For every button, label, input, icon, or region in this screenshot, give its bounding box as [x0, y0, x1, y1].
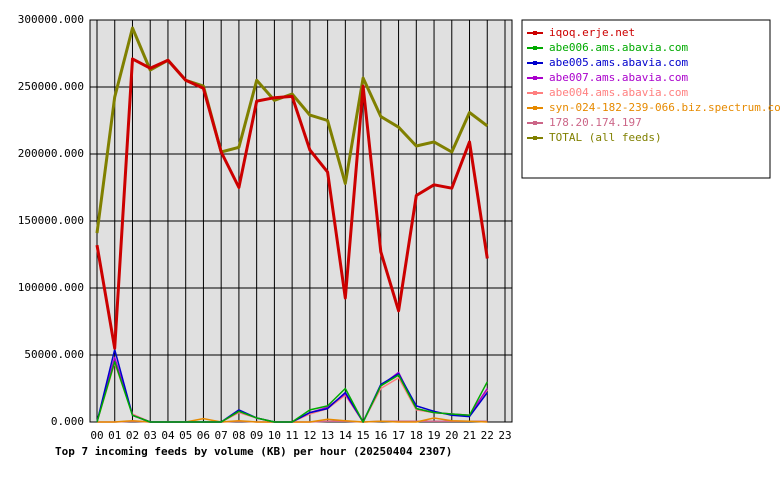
- x-tick-label: 03: [144, 429, 157, 442]
- y-tick-label: 0.000: [51, 415, 84, 428]
- legend-label: abe006.ams.abavia.com: [549, 41, 688, 54]
- x-tick-label: 13: [321, 429, 334, 442]
- legend-label: 178.20.174.197: [549, 116, 642, 129]
- legend-swatch-dot: [533, 106, 537, 110]
- x-tick-label: 15: [356, 429, 369, 442]
- legend-swatch-dot: [533, 136, 537, 140]
- x-tick-label: 12: [303, 429, 316, 442]
- y-tick-label: 50000.000: [24, 348, 84, 361]
- legend-swatch-dot: [533, 91, 537, 95]
- x-tick-label: 04: [161, 429, 175, 442]
- y-tick-label: 100000.000: [18, 281, 84, 294]
- legend-box: [521, 19, 771, 179]
- y-tick-label: 200000.000: [18, 147, 84, 160]
- x-tick-label: 16: [374, 429, 387, 442]
- x-tick-label: 07: [215, 429, 228, 442]
- x-tick-label: 23: [498, 429, 511, 442]
- series-line: [96, 360, 488, 423]
- legend-label: syn-024-182-239-066.biz.spectrum.com: [549, 101, 780, 114]
- x-tick-label: 06: [197, 429, 210, 442]
- x-tick-label: 20: [445, 429, 458, 442]
- legend-swatch-dot: [533, 46, 537, 50]
- x-tick-label: 09: [250, 429, 263, 442]
- legend-label: abe007.ams.abavia.com: [549, 71, 688, 84]
- legend-swatch-dot: [533, 76, 537, 80]
- legend-label: TOTAL (all feeds): [549, 131, 662, 144]
- x-tick-label: 01: [108, 429, 121, 442]
- x-tick-label: 00: [90, 429, 103, 442]
- legend-swatch-dot: [533, 31, 537, 35]
- x-tick-label: 11: [286, 429, 299, 442]
- x-tick-label: 19: [427, 429, 440, 442]
- x-tick-label: 17: [392, 429, 405, 442]
- legend-label: abe005.ams.abavia.com: [549, 56, 688, 69]
- x-tick-label: 22: [481, 429, 494, 442]
- x-tick-label: 18: [410, 429, 423, 442]
- x-tick-label: 21: [463, 429, 476, 442]
- legend-swatch-dot: [533, 121, 537, 125]
- y-tick-label: 300000.000: [18, 13, 84, 26]
- y-tick-label: 250000.000: [18, 80, 84, 93]
- y-tick-label: 150000.000: [18, 214, 84, 227]
- chart-title: Top 7 incoming feeds by volume (KB) per …: [55, 445, 452, 458]
- x-tick-label: 02: [126, 429, 139, 442]
- x-tick-label: 10: [268, 429, 281, 442]
- x-tick-label: 08: [232, 429, 245, 442]
- x-tick-label: 05: [179, 429, 192, 442]
- legend-label: iqoq.erje.net: [549, 26, 635, 39]
- legend-label: abe004.ams.abavia.com: [549, 86, 688, 99]
- legend-swatch-dot: [533, 61, 537, 65]
- series-line: [95, 57, 489, 350]
- x-tick-label: 14: [339, 429, 353, 442]
